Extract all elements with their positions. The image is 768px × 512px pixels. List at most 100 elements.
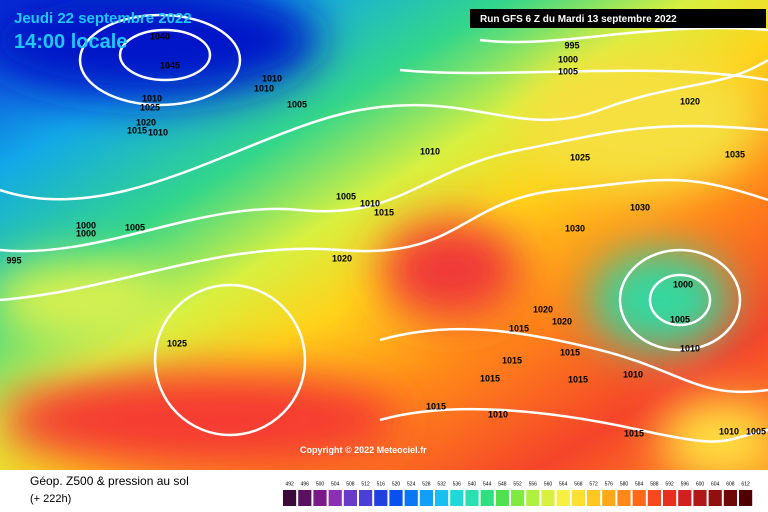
isobar-label: 1025 <box>167 338 187 348</box>
legend-swatch <box>602 490 616 506</box>
legend-swatch <box>328 490 342 506</box>
isobar-label: 1040 <box>150 31 170 41</box>
legend-label: 588 <box>650 481 659 487</box>
isobar-label: 1015 <box>509 323 529 333</box>
isobar-label: 1015 <box>426 401 446 411</box>
legend-swatch <box>313 490 327 506</box>
isobar-label: 1005 <box>670 314 690 324</box>
isobar-label: 1020 <box>533 304 553 314</box>
legend-label: 608 <box>726 481 735 487</box>
footer-title: Géop. Z500 & pression au sol <box>30 474 189 488</box>
legend-swatch <box>526 490 540 506</box>
legend-swatch <box>389 490 403 506</box>
isobar-label: 1015 <box>127 125 147 135</box>
legend-label: 532 <box>437 481 446 487</box>
run-box <box>470 9 766 28</box>
legend-swatch <box>678 490 692 506</box>
isobar-lines <box>0 13 768 443</box>
isobar-label: 1010 <box>262 73 282 83</box>
copyright: Copyright © 2022 Meteociel.fr <box>300 445 427 455</box>
legend-label: 508 <box>346 481 355 487</box>
legend-swatch <box>359 490 373 506</box>
isobar-label: 1010 <box>680 343 700 353</box>
legend-swatch <box>571 490 585 506</box>
isobar-label: 1010 <box>488 409 508 419</box>
isobar-label: 1020 <box>552 316 572 326</box>
isobar-label: 995 <box>6 255 21 265</box>
isobar-label: 1035 <box>725 149 745 159</box>
isobar-label: 1000 <box>673 279 693 289</box>
isobar-label: 1015 <box>374 207 394 217</box>
legend-label: 592 <box>665 481 674 487</box>
legend-swatch <box>663 490 677 506</box>
legend-swatch <box>632 490 646 506</box>
isobar-label: 1010 <box>420 146 440 156</box>
isobar-label: 995 <box>564 40 579 50</box>
legend-label: 568 <box>574 481 583 487</box>
map-date: Jeudi 22 septembre 2022 <box>14 10 192 27</box>
legend-swatch <box>723 490 737 506</box>
legend-swatch <box>450 490 464 506</box>
legend-swatch <box>465 490 479 506</box>
isobar-label: 1005 <box>287 99 307 109</box>
isobar-label: 1010 <box>623 369 643 379</box>
legend-swatch <box>541 490 555 506</box>
legend-swatch <box>435 490 449 506</box>
isobar-label: 1010 <box>142 93 162 103</box>
legend-label: 548 <box>498 481 507 487</box>
legend-label: 512 <box>361 481 370 487</box>
isobar-label: 1010 <box>719 426 739 436</box>
legend-label: 552 <box>513 481 522 487</box>
isobar-label: 1000 <box>558 54 578 64</box>
legend-swatch <box>283 490 297 506</box>
legend-label: 572 <box>589 481 598 487</box>
isobar-label: 1000 <box>76 228 96 238</box>
legend-swatch <box>556 490 570 506</box>
legend-label: 584 <box>635 481 644 487</box>
isobar-label: 1005 <box>336 191 356 201</box>
isobar-label: 1015 <box>480 373 500 383</box>
legend-swatch <box>617 490 631 506</box>
legend-label: 596 <box>681 481 690 487</box>
legend-label: 540 <box>468 481 477 487</box>
legend-swatch <box>739 490 753 506</box>
legend-swatch <box>298 490 312 506</box>
legend-swatch <box>693 490 707 506</box>
legend-label: 580 <box>620 481 629 487</box>
legend-label: 560 <box>544 481 553 487</box>
legend-label: 564 <box>559 481 568 487</box>
legend-swatch <box>480 490 494 506</box>
legend-swatch <box>587 490 601 506</box>
isobar-label: 1020 <box>136 117 156 127</box>
isobar-label: 1020 <box>680 96 700 106</box>
legend-label: 556 <box>529 481 538 487</box>
color-legend: 492 496 500 504 508 512 516 520 524 528 532 536 540 5… <box>283 481 753 506</box>
isobar-label: 1015 <box>568 374 588 384</box>
isobar-label: 1015 <box>560 347 580 357</box>
legend-label: 576 <box>605 481 614 487</box>
legend-swatch <box>708 490 722 506</box>
isobar-label: 1025 <box>570 152 590 162</box>
isobar-label: 1030 <box>565 223 585 233</box>
isobar-label: 1005 <box>746 426 766 436</box>
legend-swatch <box>404 490 418 506</box>
isobar-label: 1015 <box>624 428 644 438</box>
legend-label: 544 <box>483 481 492 487</box>
isobar-label: 1000 <box>76 220 96 230</box>
legend-label: 604 <box>711 481 720 487</box>
footer-lead: (+ 222h) <box>30 493 71 505</box>
isobar-label: 1010 <box>148 127 168 137</box>
isobar-label: 1010 <box>254 83 274 93</box>
isobar-label: 1025 <box>140 102 160 112</box>
isobar-label: 1045 <box>160 60 180 70</box>
legend-label: 536 <box>453 481 462 487</box>
legend-swatch <box>343 490 357 506</box>
legend-label: 516 <box>377 481 386 487</box>
isobar-label: 1020 <box>332 253 352 263</box>
legend-label: 520 <box>392 481 401 487</box>
legend-swatch <box>647 490 661 506</box>
isobar-label: 1015 <box>502 355 522 365</box>
run-label: Run GFS 6 Z du Mardi 13 septembre 2022 <box>480 14 677 25</box>
